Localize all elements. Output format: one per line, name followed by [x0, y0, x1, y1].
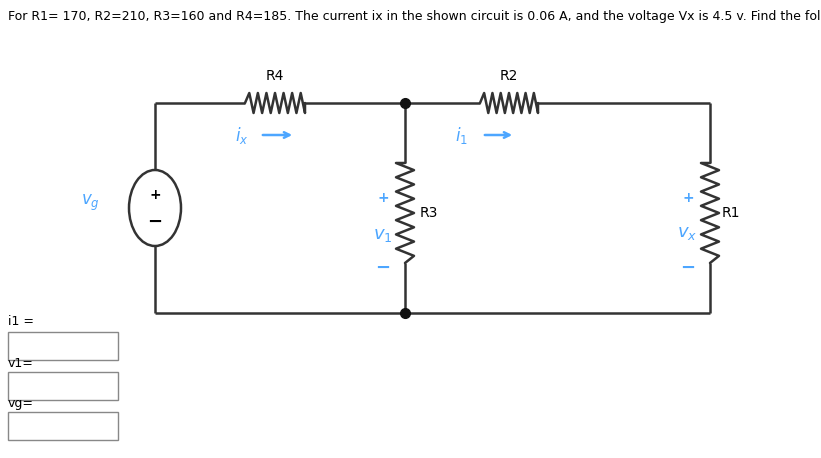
Text: $v_g$: $v_g$ — [81, 193, 100, 213]
Text: v1=: v1= — [8, 357, 34, 370]
Text: i1 =: i1 = — [8, 315, 34, 328]
Bar — [8, 412, 118, 440]
Bar — [8, 372, 118, 400]
Text: $v_1$: $v_1$ — [374, 226, 392, 244]
Text: +: + — [377, 191, 389, 205]
Text: R3: R3 — [420, 206, 438, 220]
Text: +: + — [682, 191, 694, 205]
Text: R2: R2 — [500, 69, 518, 83]
Text: $i_1$: $i_1$ — [455, 125, 468, 146]
Text: −: − — [681, 259, 695, 277]
Text: R4: R4 — [266, 69, 284, 83]
Text: $v_x$: $v_x$ — [677, 224, 697, 242]
Text: vg=: vg= — [8, 397, 34, 410]
Text: −: − — [375, 259, 391, 277]
Text: $i_x$: $i_x$ — [235, 125, 249, 146]
Bar — [8, 332, 118, 360]
Text: −: − — [148, 213, 163, 231]
Text: For R1= 170, R2=210, R3=160 and R4=185. The current ix in the shown circuit is 0: For R1= 170, R2=210, R3=160 and R4=185. … — [8, 10, 821, 23]
Text: R1: R1 — [722, 206, 741, 220]
Text: +: + — [149, 188, 161, 202]
